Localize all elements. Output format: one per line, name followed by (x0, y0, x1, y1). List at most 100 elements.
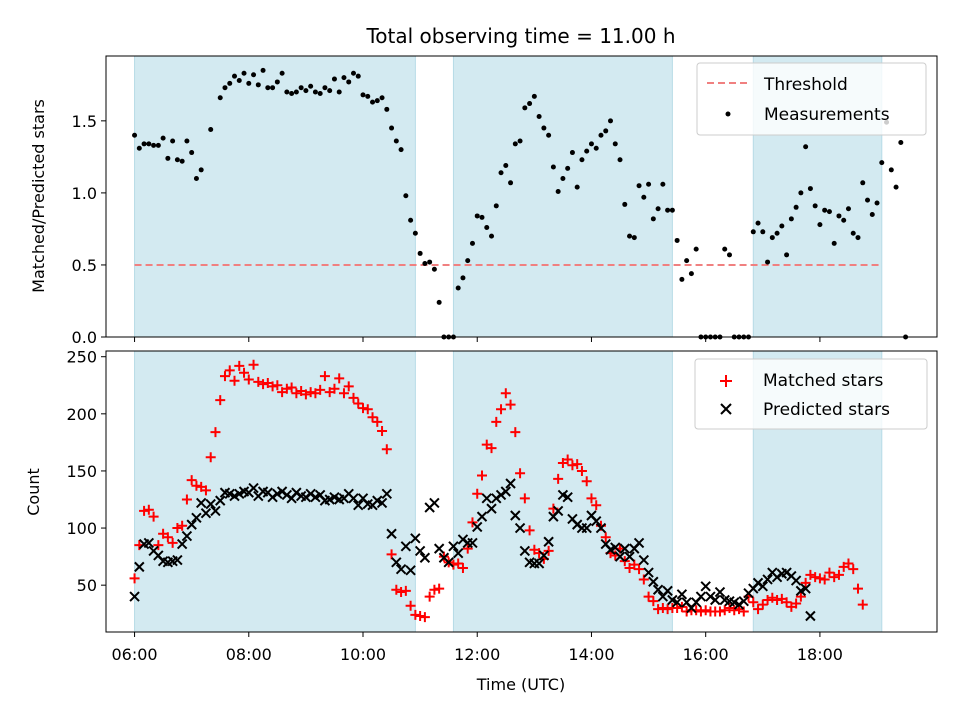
measurement-point (322, 85, 328, 91)
predicted-star-marker (452, 547, 464, 559)
measurement-point (536, 114, 542, 120)
measurement-point (774, 230, 780, 236)
predicted-star-marker (176, 538, 188, 550)
matched-star-marker (372, 416, 383, 427)
matched-star-marker (229, 375, 240, 386)
measurement-point (612, 141, 618, 147)
x-tick-label: 14:00 (568, 645, 614, 664)
predicted-star-marker (505, 478, 516, 489)
predicted-star-marker (543, 536, 554, 547)
matched-star-marker (224, 365, 235, 376)
measurement-point (132, 132, 138, 138)
measurement-point (198, 167, 204, 173)
matched-star-marker (300, 389, 311, 400)
legend-matched-swatch (720, 375, 732, 387)
predicted-star-marker (391, 557, 402, 568)
measurement-point (303, 88, 309, 94)
predicted-star-marker (410, 533, 421, 544)
matched-star-marker (567, 460, 578, 471)
measurement-point (350, 70, 356, 76)
measurement-point (841, 217, 847, 223)
measurement-point (227, 80, 233, 86)
measurement-point (879, 160, 885, 166)
matched-star-marker (329, 383, 340, 394)
legend-measurements-swatch (725, 111, 731, 117)
matched-star-marker (762, 595, 773, 606)
matched-star-marker (434, 583, 445, 594)
matched-star-marker (543, 545, 554, 556)
predicted-star-marker (805, 610, 816, 622)
measurement-point (836, 213, 842, 219)
matched-star-marker (348, 392, 359, 403)
measurement-point (874, 200, 880, 206)
matched-star-marker (781, 597, 792, 608)
predicted-star-marker (700, 581, 711, 592)
measurement-point (622, 201, 628, 207)
matched-star-marker (795, 591, 806, 602)
predicted-star-marker (710, 594, 721, 606)
measurement-point (412, 230, 418, 236)
predicted-star-marker (381, 488, 393, 499)
measurement-point (608, 118, 614, 124)
measurement-point (408, 217, 414, 223)
matched-star-marker (676, 601, 687, 612)
measurement-point (193, 175, 199, 181)
measurement-point (817, 222, 823, 228)
measurement-point (869, 212, 875, 218)
measurement-point (641, 194, 647, 200)
matched-star-marker (767, 592, 778, 603)
measurement-point (750, 229, 756, 235)
matched-star-marker (205, 452, 216, 463)
y-tick-label: 200 (66, 405, 97, 424)
matched-star-marker (662, 604, 673, 615)
y-tick-label: 50 (77, 576, 97, 595)
measurement-point (660, 181, 666, 187)
predicted-star-marker (695, 591, 707, 602)
measurement-point (265, 85, 271, 91)
matched-star-marker (848, 564, 859, 575)
x-tick-label: 08:00 (226, 645, 272, 664)
predicted-star-marker (248, 482, 259, 494)
predicted-star-marker (633, 537, 645, 549)
matched-star-marker (672, 603, 683, 614)
matched-star-marker (186, 475, 197, 486)
matched-star-marker (243, 374, 254, 385)
predicted-star-marker (652, 584, 664, 595)
measurement-point (312, 89, 318, 95)
predicted-star-marker (181, 530, 193, 542)
predicted-star-marker (472, 521, 483, 533)
matched-star-marker (177, 520, 188, 531)
matched-star-marker (281, 383, 292, 394)
matched-star-marker (362, 404, 373, 415)
predicted-star-marker (514, 522, 526, 534)
matched-star-marker (491, 416, 502, 427)
measurement-point (693, 246, 699, 252)
matched-star-marker (429, 584, 440, 595)
measurement-point (674, 237, 680, 243)
matched-star-marker (210, 427, 221, 438)
measurement-point (888, 167, 894, 173)
matched-star-marker (353, 398, 364, 409)
measurement-point (184, 138, 190, 144)
matched-star-marker (800, 577, 811, 588)
measurement-point (522, 105, 528, 111)
measurement-point (765, 259, 771, 265)
predicted-star-marker (800, 583, 811, 594)
measurement-point (179, 158, 185, 164)
predicted-star-marker (648, 576, 659, 587)
measurement-point (631, 235, 637, 241)
measurement-point (779, 223, 785, 229)
predicted-star-marker (205, 498, 216, 510)
matched-star-marker (586, 493, 597, 504)
matched-star-marker (167, 537, 178, 548)
matched-star-marker (519, 493, 530, 504)
measurement-point (655, 206, 661, 212)
measurement-point (155, 142, 161, 148)
predicted-star-marker (195, 497, 207, 509)
matched-star-marker (377, 425, 388, 436)
measurement-point (860, 180, 866, 186)
matched-star-marker (415, 611, 426, 622)
measurement-point (284, 89, 290, 95)
predicted-star-marker (376, 497, 388, 509)
measurement-point (555, 188, 561, 194)
